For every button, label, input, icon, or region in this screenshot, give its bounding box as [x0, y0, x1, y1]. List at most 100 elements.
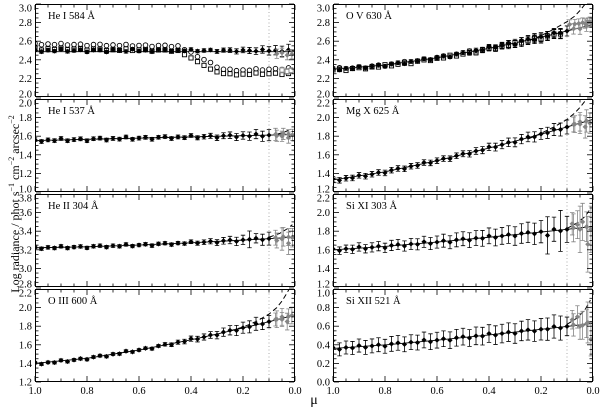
- x-tick-label: 0.4: [184, 386, 198, 397]
- y-tick-label: 1.4: [19, 150, 33, 161]
- y-tick-label: 2.2: [19, 289, 32, 300]
- panel-title: Si XII 521 Å: [346, 295, 401, 307]
- y-axis-label: Log radiance / phot s−1 cm−2 arcsec−2: [7, 115, 22, 293]
- panel-frame: [333, 4, 593, 97]
- fit-line-dashed: [276, 128, 292, 135]
- x-tick-label: 0.8: [80, 386, 93, 397]
- fit-line-dashed: [527, 4, 586, 42]
- series-filled-diamonds: [333, 109, 590, 184]
- y-tick-label: 3.0: [19, 264, 32, 275]
- y-tick-label: 1.4: [19, 359, 33, 370]
- panel-frame: [35, 194, 295, 287]
- series-filled-diamonds: [35, 43, 292, 57]
- series-beyond-limb-grey: [572, 112, 593, 139]
- y-tick-label: 2.2: [317, 74, 330, 85]
- series-beyond-limb-grey: [274, 227, 295, 255]
- panel-plot-area: [35, 289, 295, 381]
- x-tick-label: 1.0: [28, 386, 41, 397]
- x-tick-label: 0.0: [586, 386, 599, 397]
- panel-frame: [35, 289, 295, 382]
- y-tick-label: 2.6: [19, 37, 32, 48]
- panel-o-iii-600-a: 1.2 1.4 1.6 1.8 2.0 2.2 1.0 0.8 0.6 0.4 0.2 0.0 O II…: [19, 289, 302, 398]
- y-tick-label: 1.2: [317, 280, 330, 291]
- series-open-circles: [35, 40, 292, 74]
- y-tick-label: 1.0: [317, 289, 330, 300]
- panel-he-i-537-a: 1.0 1.2 1.4 1.6 1.8 2.0 He I 537 Å: [19, 99, 296, 196]
- panel-he-i-584-a: 2.0 2.2 2.4 2.6 2.8 3.0 He I 584 Å: [19, 4, 296, 101]
- y-tick-label: 1.0: [19, 185, 32, 196]
- series-filled-diamonds: [333, 205, 590, 255]
- x-tick-label: 0.0: [288, 386, 301, 397]
- panel-frame: [333, 194, 593, 287]
- y-tick-label: 2.8: [19, 280, 32, 291]
- panel-o-v-630-a: 2.0 2.2 2.4 2.6 2.8 3.0 O V 630 Å: [317, 4, 594, 101]
- x-axis-label: μ: [310, 393, 318, 408]
- panel-plot-area: [35, 195, 295, 286]
- panel-frame: [333, 289, 593, 382]
- y-tick-label: 2.4: [317, 55, 331, 66]
- y-tick-label: 3.8: [19, 194, 32, 205]
- series-beyond-limb-grey-squares: [279, 66, 294, 75]
- panel-si-xi-303-a: 1.2 1.4 1.6 1.8 2.0 2.2 Si XI 303 Å: [317, 194, 594, 291]
- y-tick-label: 3.2: [19, 245, 32, 256]
- panel-plot-area: [333, 290, 593, 381]
- y-tick-label: 3.4: [19, 227, 33, 238]
- x-tick-label: 0.6: [132, 386, 145, 397]
- y-tick-label: 1.2: [19, 169, 32, 180]
- y-tick-label: 2.6: [317, 37, 330, 48]
- x-tick-label: 1.0: [326, 386, 339, 397]
- y-tick-label: 1.2: [19, 378, 32, 389]
- y-tick-label: 3.6: [19, 208, 32, 219]
- panel-frame: [35, 99, 295, 192]
- panel-frame: [35, 4, 295, 97]
- y-tick-label: 2.2: [317, 194, 330, 205]
- y-tick-label: 2.0: [19, 90, 32, 101]
- y-tick-label: 1.4: [317, 264, 331, 275]
- y-tick-label: 1.8: [317, 227, 330, 238]
- y-tick-label: 0.0: [317, 378, 330, 389]
- panel-plot-area: [35, 100, 295, 191]
- y-tick-label: 1.6: [19, 132, 32, 143]
- series-beyond-limb-grey: [274, 306, 295, 331]
- x-tick-label: 0.2: [236, 386, 249, 397]
- series-filled-diamonds: [333, 19, 590, 73]
- x-tick-label: 0.8: [378, 386, 391, 397]
- y-tick-label: 1.2: [317, 185, 330, 196]
- y-tick-label: 1.8: [19, 322, 32, 333]
- panel-title: He I 584 Å: [48, 10, 95, 22]
- y-tick-label: 0.8: [317, 303, 330, 314]
- y-tick-label: 3.0: [19, 4, 32, 15]
- y-tick-label: 1.6: [317, 245, 330, 256]
- x-tick-label: 0.2: [534, 386, 547, 397]
- panel-title: O V 630 Å: [346, 10, 392, 22]
- fit-line-dashed: [527, 99, 587, 140]
- y-tick-label: 1.8: [317, 132, 330, 143]
- x-tick-label: 0.6: [430, 386, 443, 397]
- y-tick-label: 0.2: [317, 359, 330, 370]
- panel-plot-area: [35, 5, 295, 96]
- panel-title: O III 600 Å: [48, 295, 98, 307]
- panel-title: He II 304 Å: [48, 200, 99, 212]
- panel-plot-area: [333, 4, 593, 96]
- panel-he-ii-304-a: 2.8 3.0 3.2 3.4 3.6 3.8 He II 304 Å: [19, 194, 296, 291]
- series-open-squares: [35, 45, 292, 78]
- panel-title: Si XI 303 Å: [346, 200, 397, 212]
- panel-mg-x-625-a: 1.2 1.4 1.6 1.8 2.0 2.2 Mg X 625 Å: [317, 99, 594, 196]
- y-tick-label: 0.4: [317, 340, 331, 351]
- y-tick-label: 0.6: [317, 322, 330, 333]
- panel-title: He I 537 Å: [48, 105, 95, 117]
- y-tick-label: 2.4: [19, 55, 33, 66]
- y-tick-label: 2.2: [317, 99, 330, 110]
- panel-plot-area: [333, 99, 593, 191]
- series-beyond-limb-grey: [569, 301, 593, 357]
- x-tick-label: 0.4: [482, 386, 496, 397]
- series-filled-diamonds: [333, 309, 590, 357]
- y-tick-label: 2.0: [317, 90, 330, 101]
- y-tick-label: 2.0: [19, 303, 32, 314]
- y-tick-label: 1.4: [317, 169, 331, 180]
- series-filled-diamonds: [35, 227, 292, 252]
- panel-si-xii-521-a: 0.0 0.2 0.4 0.6 0.8 1.0 1.0 0.8 0.6 0.4 0.2 0.0 Si X…: [317, 289, 600, 398]
- y-tick-label: 2.0: [317, 208, 330, 219]
- y-tick-label: 1.6: [19, 340, 32, 351]
